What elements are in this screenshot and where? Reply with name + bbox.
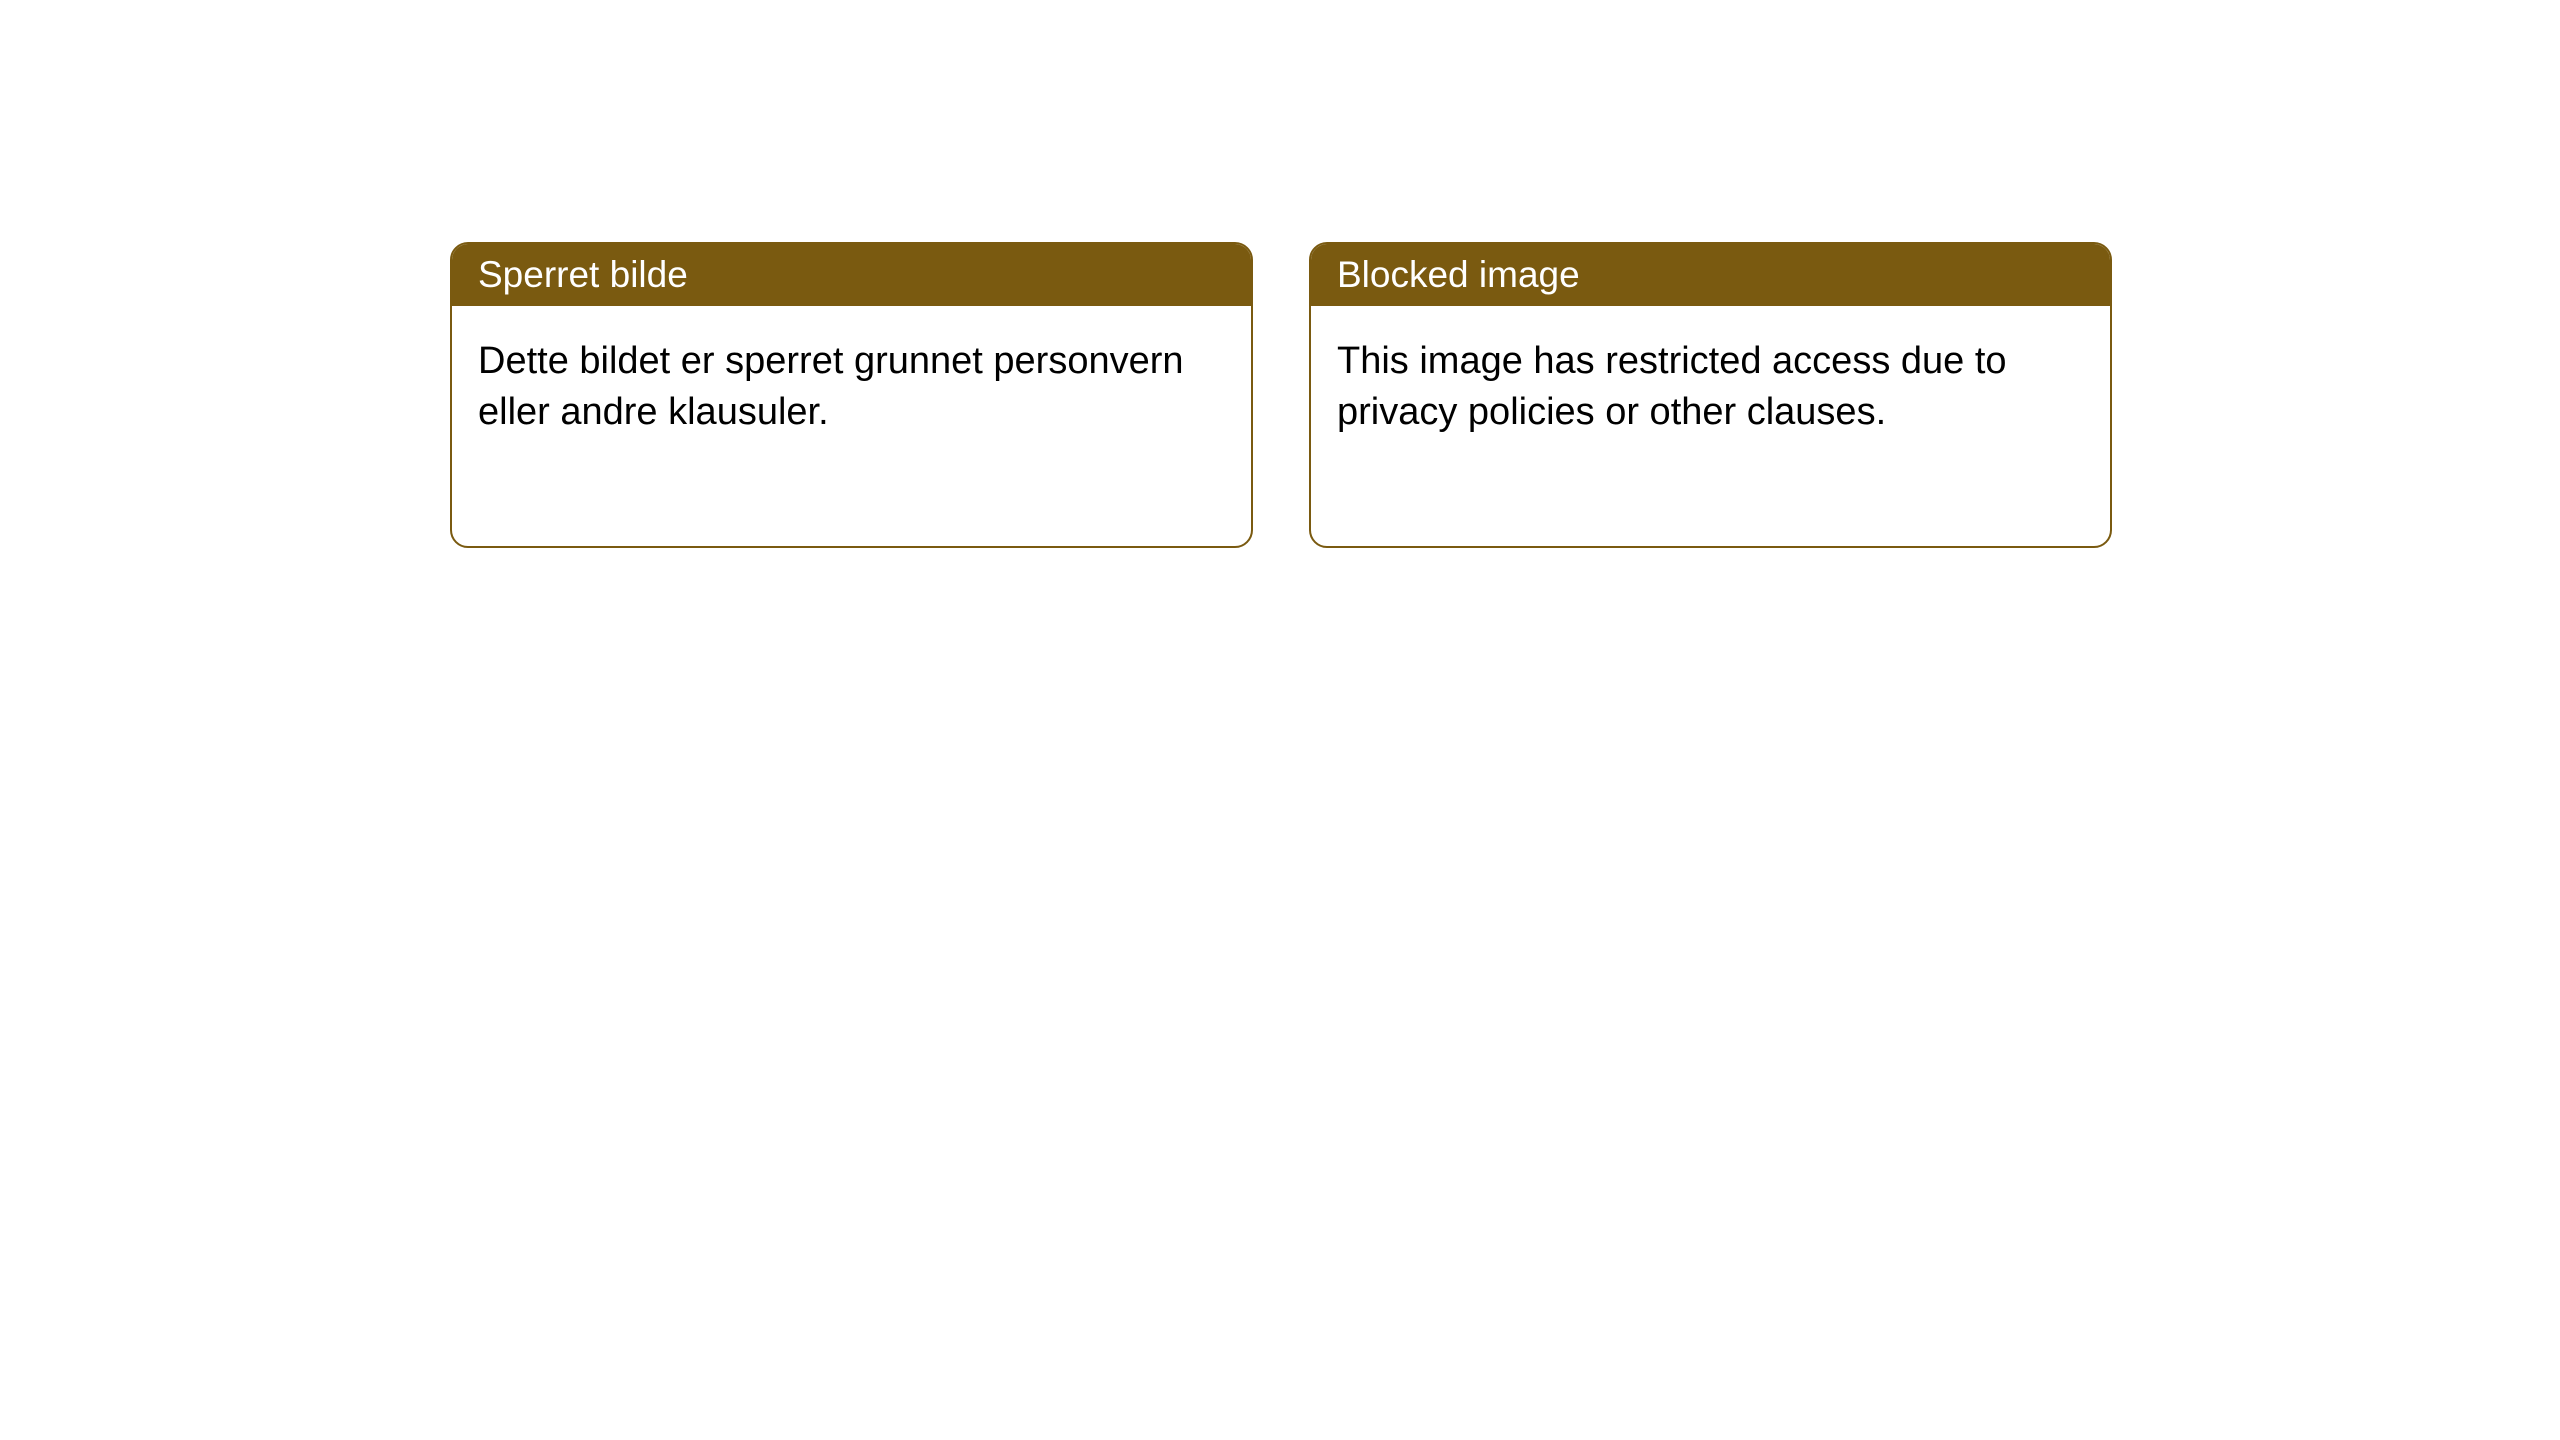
notice-container: Sperret bilde Dette bildet er sperret gr…: [0, 0, 2560, 548]
notice-box-norwegian: Sperret bilde Dette bildet er sperret gr…: [450, 242, 1253, 548]
notice-title: Sperret bilde: [478, 254, 688, 295]
notice-header: Blocked image: [1311, 244, 2110, 306]
notice-body: This image has restricted access due to …: [1311, 306, 2110, 546]
notice-body: Dette bildet er sperret grunnet personve…: [452, 306, 1251, 546]
notice-text: Dette bildet er sperret grunnet personve…: [478, 340, 1184, 433]
notice-header: Sperret bilde: [452, 244, 1251, 306]
notice-box-english: Blocked image This image has restricted …: [1309, 242, 2112, 548]
notice-title: Blocked image: [1337, 254, 1580, 295]
notice-text: This image has restricted access due to …: [1337, 340, 2007, 433]
